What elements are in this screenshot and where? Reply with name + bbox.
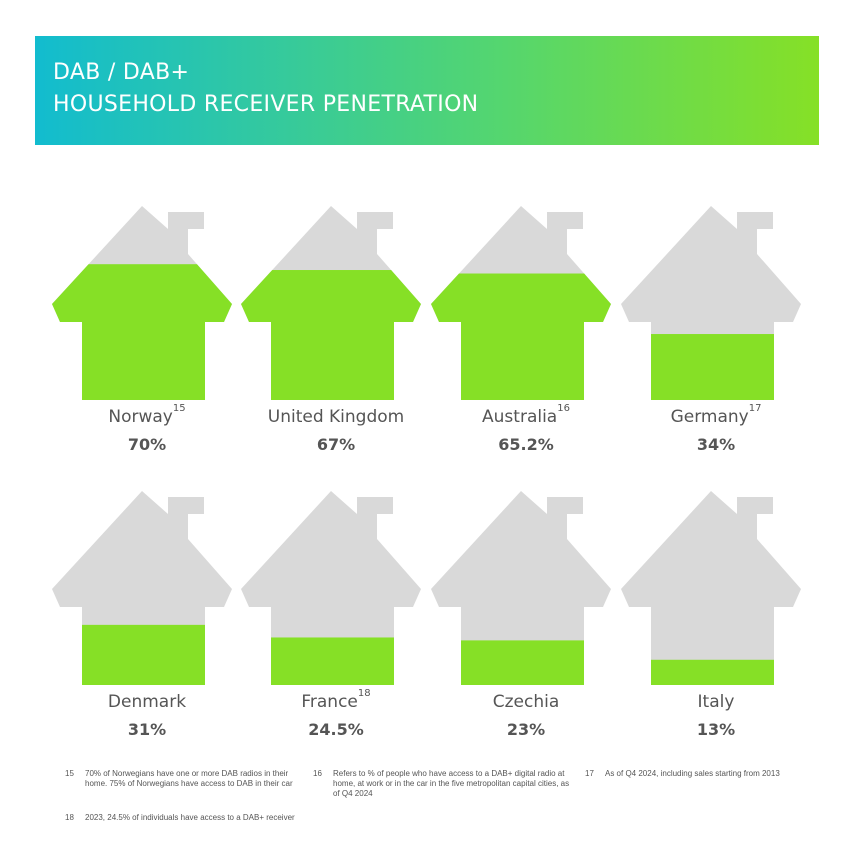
footnote-text: As of Q4 2024, including sales starting …	[605, 769, 780, 778]
footnote-number: 18	[65, 813, 74, 822]
house-tile: France18 24.5%	[241, 489, 431, 761]
house-icon	[621, 491, 801, 685]
value-label: 24.5%	[308, 720, 364, 739]
country-name: Denmark	[107, 692, 187, 712]
house-tile: Norway15 70%	[52, 204, 242, 476]
house-icon	[52, 206, 232, 400]
house-shape	[431, 491, 611, 685]
house-tile: Australia16 65.2%	[431, 204, 621, 476]
value-label: 23%	[506, 720, 546, 739]
house-shape	[621, 491, 801, 685]
header-banner: DAB / DAB+ HOUSEHOLD RECEIVER PENETRATIO…	[35, 36, 819, 145]
value-label: 65.2%	[498, 435, 554, 454]
title-line-1: DAB / DAB+	[53, 60, 190, 85]
house-tile: United Kingdom 67%	[241, 204, 431, 476]
house-tile: Germany17 34%	[621, 204, 811, 476]
penetration-fill	[431, 273, 611, 400]
footnote-ref: 15	[172, 403, 186, 415]
footnote-text: 70% of Norwegians have one or more DAB r…	[85, 769, 293, 788]
country-label: United Kingdom	[241, 407, 431, 427]
country-name: Czechia	[492, 692, 560, 712]
penetration-fill	[621, 659, 801, 685]
country-label: Norway15	[52, 403, 242, 427]
footnote-ref: 16	[557, 403, 570, 415]
country-name: France	[301, 692, 358, 712]
footnote-number: 16	[313, 769, 322, 778]
penetration-fill	[52, 264, 232, 400]
value-label: 70%	[127, 435, 167, 454]
penetration-fill	[241, 270, 421, 400]
country-name: Norway	[108, 407, 173, 427]
country-name: Germany	[670, 407, 749, 427]
house-tile: Denmark 31%	[52, 489, 242, 761]
country-label: France18	[241, 688, 431, 712]
footnote-number: 17	[585, 769, 594, 778]
house-icon	[241, 206, 421, 400]
value-label: 34%	[696, 435, 736, 454]
house-tile: Italy 13%	[621, 489, 811, 761]
penetration-fill	[621, 334, 801, 400]
house-icon	[431, 206, 611, 400]
country-label: Australia16	[431, 403, 621, 427]
country-label: Italy	[621, 692, 811, 712]
footnote-ref: 18	[357, 688, 371, 700]
country-label: Germany17	[621, 403, 811, 427]
country-name: Australia	[482, 407, 558, 427]
value-label: 31%	[127, 720, 167, 739]
title-line-2: HOUSEHOLD RECEIVER PENETRATION	[53, 92, 479, 117]
house-icon	[621, 206, 801, 400]
footnote-text: 2023, 24.5% of individuals have access t…	[85, 813, 295, 822]
penetration-fill	[241, 637, 421, 685]
country-name: United Kingdom	[267, 407, 405, 427]
house-tile: Czechia 23%	[431, 489, 621, 761]
penetration-fill	[431, 640, 611, 685]
footnote-number: 15	[65, 769, 74, 778]
value-label: 67%	[316, 435, 356, 454]
value-label: 13%	[696, 720, 736, 739]
penetration-fill	[52, 624, 232, 685]
country-name: Italy	[697, 692, 735, 712]
country-label: Denmark	[52, 692, 242, 712]
footnote-text: Refers to % of people who have access to…	[333, 769, 570, 798]
house-icon	[431, 491, 611, 685]
footnote-ref: 17	[748, 403, 762, 415]
house-icon	[52, 491, 232, 685]
house-shape	[241, 491, 421, 685]
country-label: Czechia	[431, 692, 621, 712]
house-icon	[241, 491, 421, 685]
